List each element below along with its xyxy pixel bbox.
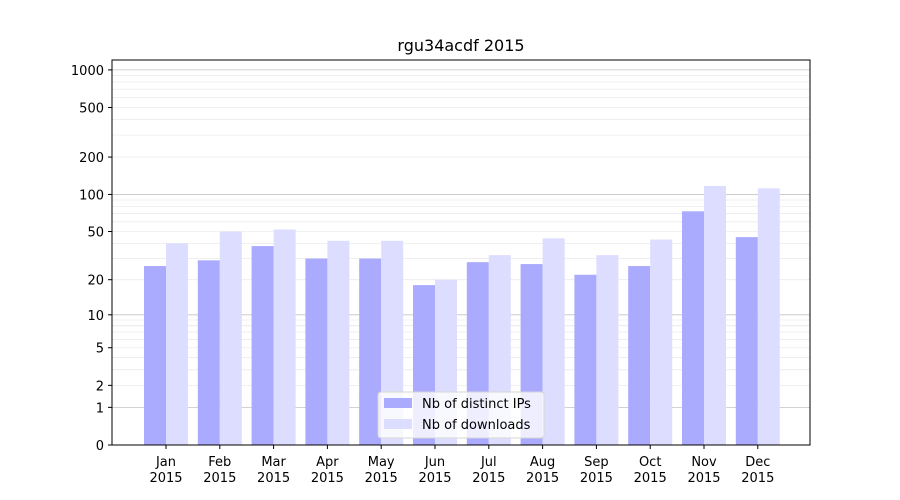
x-tick-label-month: Feb	[208, 455, 231, 470]
y-tick-label: 2	[96, 379, 104, 394]
bars	[144, 185, 780, 445]
y-tick-label: 20	[87, 274, 104, 289]
legend-label: Nb of distinct IPs	[422, 397, 531, 412]
legend-box	[377, 391, 545, 439]
x-tick-label-year: 2015	[634, 471, 667, 486]
x-tick-label-year: 2015	[580, 471, 613, 486]
bar-distinct-ips	[735, 237, 758, 445]
y-tick-label: 10	[87, 309, 104, 324]
bar-distinct-ips	[682, 211, 704, 445]
x-tick-label-month: Jul	[480, 455, 497, 470]
x-tick-label-month: Sep	[584, 455, 609, 470]
x-tick-label-month: Jun	[424, 455, 445, 470]
x-tick-label-year: 2015	[203, 471, 236, 486]
bar-downloads	[327, 240, 350, 445]
x-tick-label-year: 2015	[257, 471, 290, 486]
x-axis: Jan2015Feb2015Mar2015Apr2015May2015Jun20…	[149, 445, 774, 486]
x-tick-label-year: 2015	[418, 471, 451, 486]
y-axis: 0 1 2 5 10 20 50 100 200 500 1000	[71, 64, 112, 454]
x-tick-label-year: 2015	[149, 471, 182, 486]
chart-title: rgu34acdf 2015	[397, 36, 524, 55]
x-tick-label-month: Aug	[530, 455, 555, 470]
x-tick-label-month: May	[368, 455, 395, 470]
bar-downloads	[273, 229, 296, 445]
bar-distinct-ips	[628, 266, 651, 445]
x-tick-label-year: 2015	[741, 471, 774, 486]
x-tick-label-year: 2015	[687, 471, 720, 486]
x-tick-label-month: Nov	[691, 455, 717, 470]
y-tick-label: 1	[96, 401, 104, 416]
plot-frame	[111, 59, 811, 446]
bar-downloads	[542, 238, 565, 445]
bar-distinct-ips	[144, 266, 166, 445]
bar-distinct-ips	[359, 258, 382, 445]
legend-swatch	[384, 398, 412, 408]
bar-distinct-ips	[251, 246, 274, 445]
bar-distinct-ips	[574, 274, 597, 445]
x-tick-label-year: 2015	[472, 471, 505, 486]
bar-downloads	[704, 185, 726, 445]
bar-downloads	[219, 231, 242, 445]
y-tick-label: 200	[79, 151, 104, 166]
x-tick-label-year: 2015	[526, 471, 559, 486]
x-tick-label-month: Jan	[155, 455, 176, 470]
y-tick-label: 0	[96, 439, 104, 454]
bar-downloads	[166, 243, 188, 445]
y-tick-label: 500	[79, 101, 104, 116]
x-tick-label-month: Oct	[639, 455, 661, 470]
x-tick-label-year: 2015	[365, 471, 398, 486]
y-tick-label: 50	[87, 226, 104, 241]
bar-distinct-ips	[197, 260, 220, 445]
x-tick-label-month: Mar	[261, 455, 286, 470]
x-tick-label-month: Dec	[745, 455, 770, 470]
bar-downloads	[596, 255, 619, 445]
x-tick-label-month: Apr	[316, 455, 339, 470]
legend: Nb of distinct IPs Nb of downloads	[377, 391, 545, 439]
x-tick-label-year: 2015	[311, 471, 344, 486]
bar-downloads	[757, 188, 780, 445]
y-tick-label: 100	[79, 188, 104, 203]
y-tick-label: 5	[96, 342, 104, 357]
legend-swatch	[384, 419, 412, 429]
legend-label: Nb of downloads	[422, 418, 531, 433]
y-tick-label: 1000	[71, 64, 104, 79]
bar-downloads	[650, 239, 673, 445]
bar-distinct-ips	[305, 258, 328, 445]
